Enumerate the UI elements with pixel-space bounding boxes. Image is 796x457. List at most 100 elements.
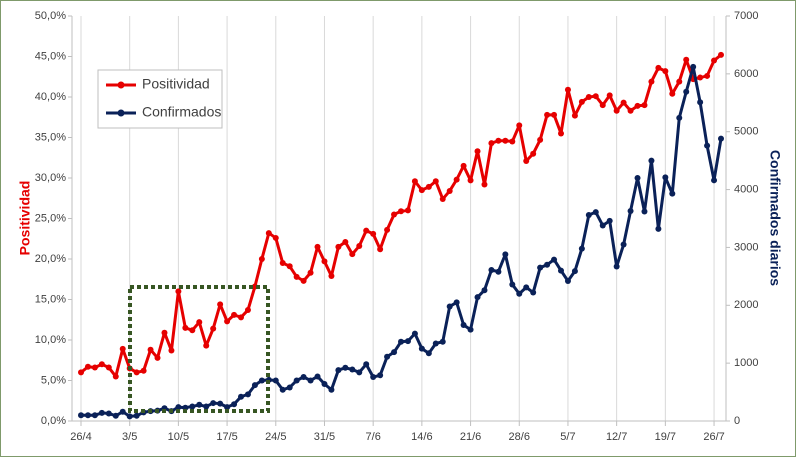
point	[300, 374, 307, 381]
y2-tick-label: 7000	[734, 10, 758, 22]
point	[370, 374, 377, 381]
point	[238, 314, 244, 321]
point	[84, 412, 91, 419]
point	[321, 380, 328, 387]
point	[189, 403, 196, 410]
point	[460, 321, 467, 328]
x-tick-label: 24/5	[265, 431, 286, 443]
point	[112, 412, 119, 419]
point	[349, 251, 356, 258]
legend-box	[97, 69, 223, 129]
point	[272, 234, 279, 241]
point	[432, 340, 439, 347]
point	[606, 92, 613, 99]
x-tick-label: 14/6	[411, 431, 432, 443]
point	[342, 364, 349, 371]
point	[377, 246, 384, 253]
point	[676, 114, 683, 121]
point	[571, 112, 578, 119]
y2-axis-label: Confirmados diarios	[767, 150, 783, 286]
point	[328, 273, 335, 280]
y2-tick-label: 0	[734, 415, 740, 427]
point	[641, 208, 648, 215]
point	[418, 345, 425, 352]
x-tick-label: 31/5	[314, 431, 335, 443]
point	[641, 102, 648, 109]
point	[495, 137, 502, 144]
point	[578, 98, 585, 105]
point	[196, 401, 203, 408]
point	[544, 261, 551, 268]
point	[84, 363, 91, 370]
highlight-box	[128, 285, 270, 413]
point	[307, 269, 314, 276]
point	[133, 412, 140, 419]
point	[509, 138, 516, 145]
point	[627, 107, 634, 114]
y-tick-label: 25,0%	[35, 212, 66, 224]
point	[293, 273, 300, 280]
point	[648, 78, 655, 85]
point	[342, 238, 349, 245]
point	[363, 361, 370, 368]
point	[613, 263, 620, 270]
point	[620, 99, 627, 106]
point	[537, 136, 544, 143]
point	[474, 148, 481, 155]
point	[98, 361, 105, 368]
point	[704, 142, 711, 149]
point	[634, 102, 641, 109]
x-tick-label: 7/6	[366, 431, 381, 443]
point	[606, 217, 613, 224]
point	[495, 268, 502, 275]
point	[558, 130, 564, 137]
point	[210, 400, 217, 407]
point	[154, 354, 161, 361]
point	[105, 364, 112, 371]
point	[453, 299, 460, 306]
point	[377, 372, 384, 379]
point	[314, 243, 321, 250]
point	[530, 150, 537, 157]
point	[78, 412, 84, 419]
point	[697, 99, 704, 106]
point	[224, 404, 231, 411]
x-tick-label: 12/7	[606, 431, 627, 443]
y-tick-label: 10,0%	[35, 334, 66, 346]
point	[488, 266, 495, 273]
point	[655, 225, 662, 232]
point	[356, 369, 363, 376]
point	[516, 122, 523, 129]
point	[669, 90, 676, 97]
point	[217, 301, 224, 308]
point	[391, 349, 398, 356]
point	[544, 111, 551, 118]
point	[370, 230, 377, 237]
point	[398, 338, 404, 345]
point	[391, 211, 398, 218]
point	[105, 410, 112, 417]
point	[432, 178, 439, 185]
y-tick-label: 35,0%	[35, 131, 66, 143]
point	[182, 324, 189, 331]
point	[196, 319, 203, 326]
point	[502, 137, 509, 144]
point	[558, 267, 564, 274]
point	[251, 382, 258, 389]
x-tick-label: 28/6	[509, 431, 530, 443]
point	[279, 386, 286, 393]
point	[460, 162, 467, 169]
point	[676, 78, 683, 85]
y2-tick-label: 2000	[734, 299, 758, 311]
point	[175, 404, 182, 411]
point	[571, 268, 578, 275]
point	[585, 94, 592, 100]
point	[425, 183, 432, 190]
point	[655, 64, 662, 71]
point	[133, 369, 140, 376]
point	[711, 57, 718, 64]
point	[592, 209, 599, 216]
point	[217, 400, 224, 407]
point	[356, 243, 363, 250]
point	[231, 311, 238, 318]
